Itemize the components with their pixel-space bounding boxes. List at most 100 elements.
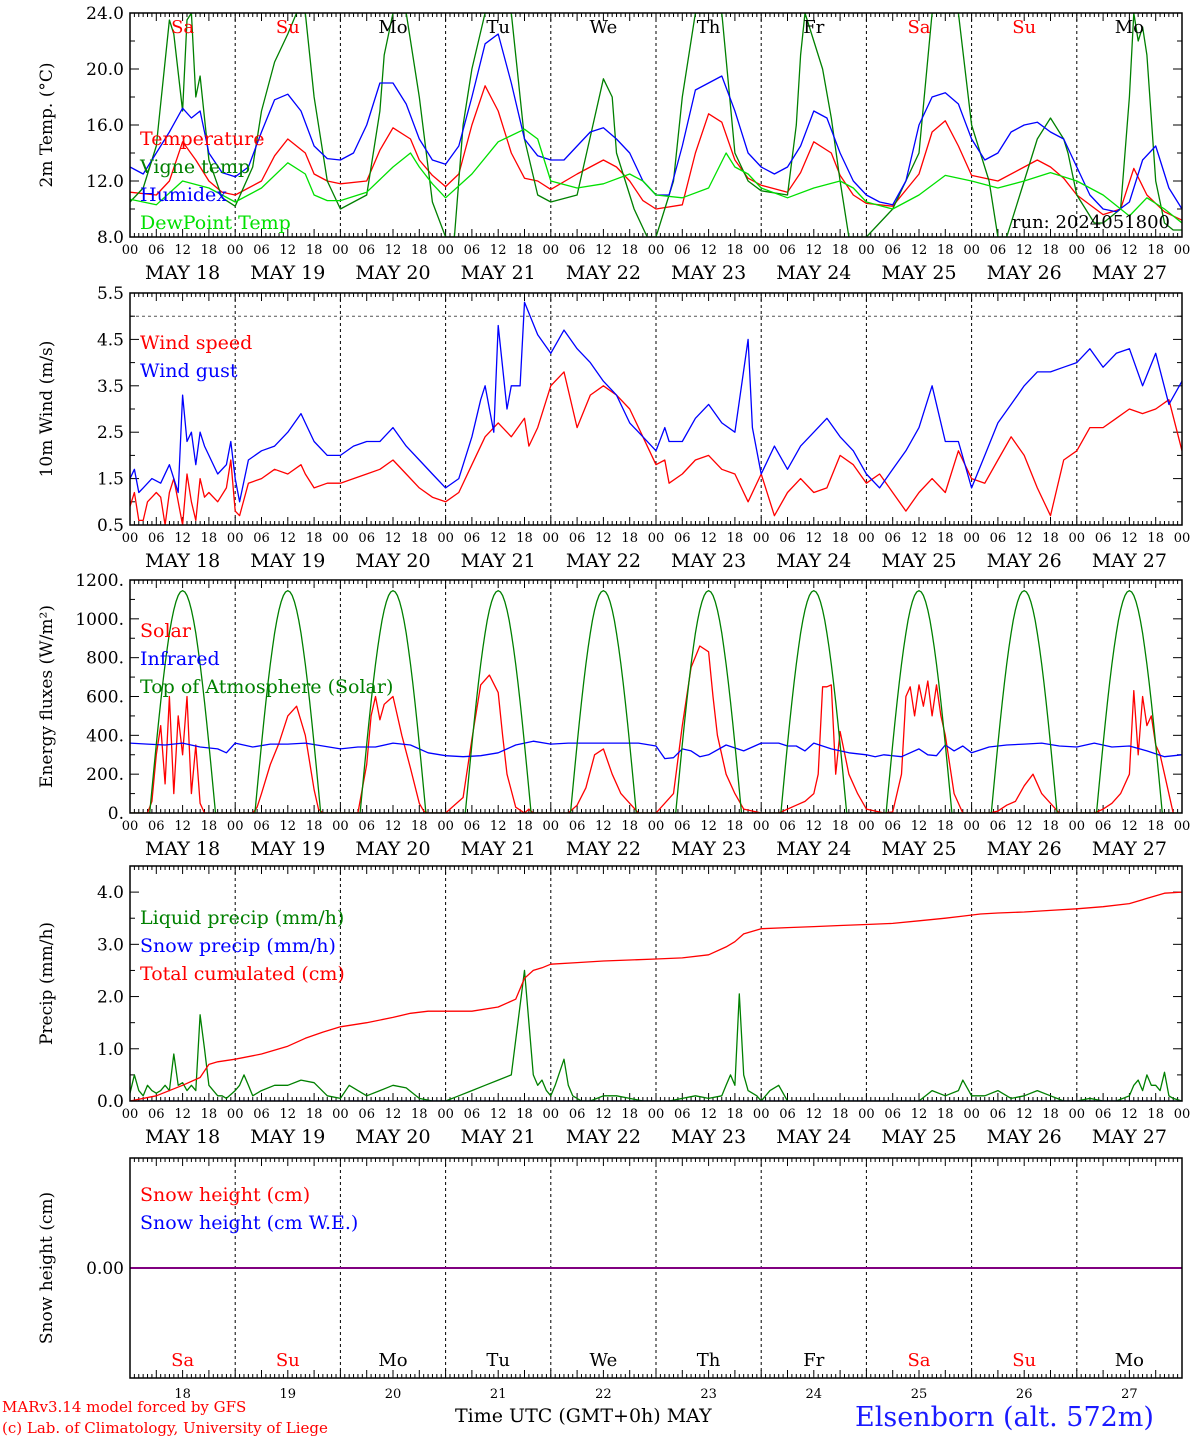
hour-tick-label: 18 (727, 1107, 744, 1122)
hour-tick-label: 00 (1069, 1107, 1086, 1122)
hour-tick-label: 12 (385, 243, 402, 258)
weekday-label: Sa (171, 1350, 194, 1371)
legend-entry: Snow height (cm W.E.) (140, 1212, 358, 1234)
date-label: MAY 20 (355, 838, 430, 860)
hour-tick-label: 12 (806, 1107, 823, 1122)
date-label: MAY 23 (671, 1126, 746, 1148)
y-tick-label: 8.0 (97, 228, 124, 248)
weekday-label: Tu (486, 17, 510, 38)
hour-tick-label: 00 (332, 531, 349, 546)
y-axis-label: Precip (mm/h) (37, 922, 57, 1045)
series-group (130, 590, 1182, 813)
weekday-label: Th (697, 1350, 721, 1371)
date-label: MAY 27 (1092, 550, 1167, 572)
date-label: MAY 26 (987, 550, 1062, 572)
date-label: MAY 24 (776, 838, 851, 860)
hour-tick-label: 00 (122, 1107, 139, 1122)
hour-tick-label: 00 (227, 531, 244, 546)
plot-frame (129, 865, 1183, 1102)
day-number-label: 26 (1016, 1387, 1033, 1402)
hour-tick-label: 12 (174, 819, 191, 834)
date-label: MAY 20 (355, 262, 430, 284)
hour-tick-label: 12 (385, 531, 402, 546)
hour-tick-label: 00 (858, 531, 875, 546)
hour-tick-label: 06 (674, 531, 691, 546)
date-label: MAY 25 (881, 1126, 956, 1148)
date-label: MAY 21 (461, 550, 536, 572)
hour-tick-label: 06 (464, 819, 481, 834)
hour-tick-label: 12 (174, 531, 191, 546)
legend-entry: Solar (140, 620, 192, 642)
hour-tick-label: 06 (148, 819, 165, 834)
hour-tick-label: 18 (201, 819, 218, 834)
hour-tick-label: 12 (174, 243, 191, 258)
hour-tick-label: 06 (464, 1107, 481, 1122)
hour-tick-label: 12 (700, 243, 717, 258)
y-axis-label: 2m Temp. (°C) (37, 62, 57, 187)
weekday-label: Sa (907, 17, 930, 38)
weekday-label: Fr (803, 17, 824, 38)
hour-tick-label: 00 (122, 243, 139, 258)
hour-tick-label: 18 (937, 819, 954, 834)
hour-tick-label: 00 (963, 243, 980, 258)
date-label: MAY 24 (776, 262, 851, 284)
hour-tick-label: 06 (569, 531, 586, 546)
hour-tick-label: 18 (1147, 243, 1164, 258)
hour-tick-label: 06 (990, 1107, 1007, 1122)
panel-precip: 0.0 1.0 2.0 3.0 4.0 Precip (mm/h) Liquid preci… (37, 865, 1190, 1148)
hour-tick-label: 12 (1016, 1107, 1033, 1122)
hour-tick-label: 12 (280, 531, 297, 546)
hour-tick-label: 06 (253, 531, 270, 546)
hour-tick-label: 18 (1042, 1107, 1059, 1122)
hour-tick-label: 18 (411, 531, 428, 546)
hour-tick-label: 12 (490, 243, 507, 258)
hour-tick-label: 18 (937, 1107, 954, 1122)
hour-tick-label: 00 (332, 819, 349, 834)
hour-tick-label: 12 (806, 531, 823, 546)
hour-tick-label: 06 (358, 1107, 375, 1122)
hour-tick-label: 00 (543, 531, 560, 546)
series-line (130, 301, 1182, 503)
hour-tick-label: 00 (437, 243, 454, 258)
hour-tick-label: 18 (832, 819, 849, 834)
hour-tick-label: 06 (674, 1107, 691, 1122)
lab-credit: (c) Lab. of Climatology, University of L… (2, 1419, 328, 1437)
hour-tick-label: 06 (1095, 531, 1112, 546)
hour-tick-label: 00 (648, 243, 665, 258)
hour-tick-label: 00 (963, 531, 980, 546)
hour-tick-label: 12 (174, 1107, 191, 1122)
date-label: MAY 22 (566, 262, 641, 284)
date-label: MAY 23 (671, 550, 746, 572)
hour-tick-label: 18 (621, 1107, 638, 1122)
legend-entry: Wind speed (140, 332, 252, 354)
hour-tick-label: 00 (227, 819, 244, 834)
hour-tick-label: 18 (1042, 531, 1059, 546)
hour-tick-label: 00 (963, 1107, 980, 1122)
day-number-label: 22 (595, 1387, 612, 1402)
hour-tick-label: 00 (858, 819, 875, 834)
y-tick-label: 2.5 (97, 423, 124, 443)
series-line (130, 740, 1182, 760)
run-annotation: run: 2024051800 (1012, 212, 1170, 233)
hour-tick-label: 12 (385, 1107, 402, 1122)
panel-energy: 0. 200. 400. 600. 800. 1000. 1200. Energy fluxe… (37, 571, 1190, 860)
legend-entry: Total cumulated (cm) (140, 963, 345, 985)
date-label: MAY 21 (461, 262, 536, 284)
hour-tick-label: 00 (648, 531, 665, 546)
hour-tick-label: 06 (884, 531, 901, 546)
plot-frame (129, 579, 1183, 814)
y-axis-label: Snow height (cm) (37, 1192, 57, 1344)
date-label: MAY 26 (987, 1126, 1062, 1148)
series-line (130, 128, 1182, 224)
series-line (130, 645, 1174, 813)
hour-tick-label: 00 (1069, 531, 1086, 546)
panel-temp: 8.0 12.0 16.0 20.0 24.0 2m Temp. (°C) Temperat… (37, 4, 1190, 284)
y-tick-label: 0.0 (97, 1092, 124, 1112)
hour-tick-label: 00 (1069, 243, 1086, 258)
hour-tick-label: 18 (832, 531, 849, 546)
hour-tick-label: 18 (411, 1107, 428, 1122)
hour-tick-label: 12 (385, 819, 402, 834)
hour-tick-label: 12 (700, 531, 717, 546)
hour-tick-label: 18 (516, 819, 533, 834)
